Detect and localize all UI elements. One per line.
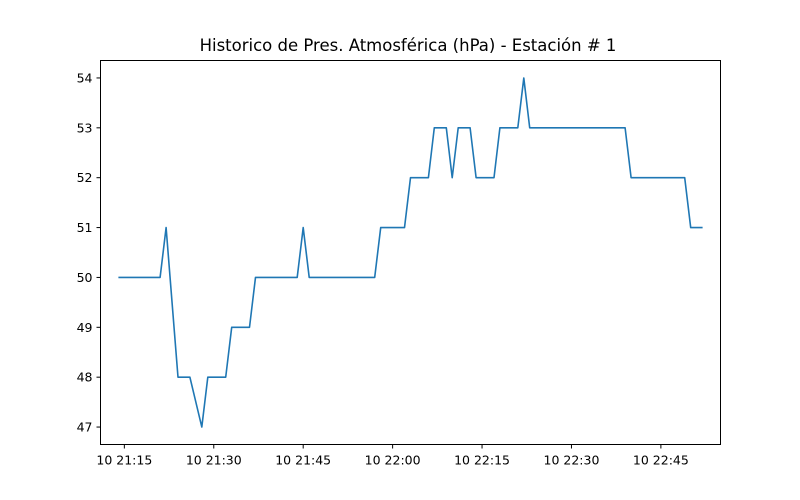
y-tick-label: 48 <box>77 370 93 385</box>
x-tick-label: 10 22:15 <box>454 453 510 468</box>
x-tick-label: 10 21:15 <box>96 453 152 468</box>
x-tick-label: 10 21:30 <box>186 453 242 468</box>
y-tick-label: 53 <box>77 120 93 135</box>
y-tick-label: 47 <box>77 420 93 435</box>
y-tick-label: 49 <box>77 320 93 335</box>
x-axis: 10 21:15 10 21:30 10 21:45 10 22:00 10 22:15… <box>96 444 689 468</box>
y-tick-label: 50 <box>77 270 93 285</box>
y-tick-label: 54 <box>77 70 93 85</box>
y-axis: 47 48 49 50 51 52 53 54 <box>77 70 101 435</box>
chart-title: Historico de Pres. Atmosférica (hPa) - E… <box>200 36 617 55</box>
x-tick-label: 10 22:30 <box>544 453 600 468</box>
plot-frame <box>100 60 721 445</box>
x-tick-label: 10 22:00 <box>365 453 421 468</box>
x-tick-label: 10 22:45 <box>633 453 689 468</box>
x-tick-label: 10 21:45 <box>275 453 331 468</box>
pressure-series-line <box>118 77 703 428</box>
y-tick-label: 52 <box>77 170 93 185</box>
y-tick-label: 51 <box>77 220 93 235</box>
